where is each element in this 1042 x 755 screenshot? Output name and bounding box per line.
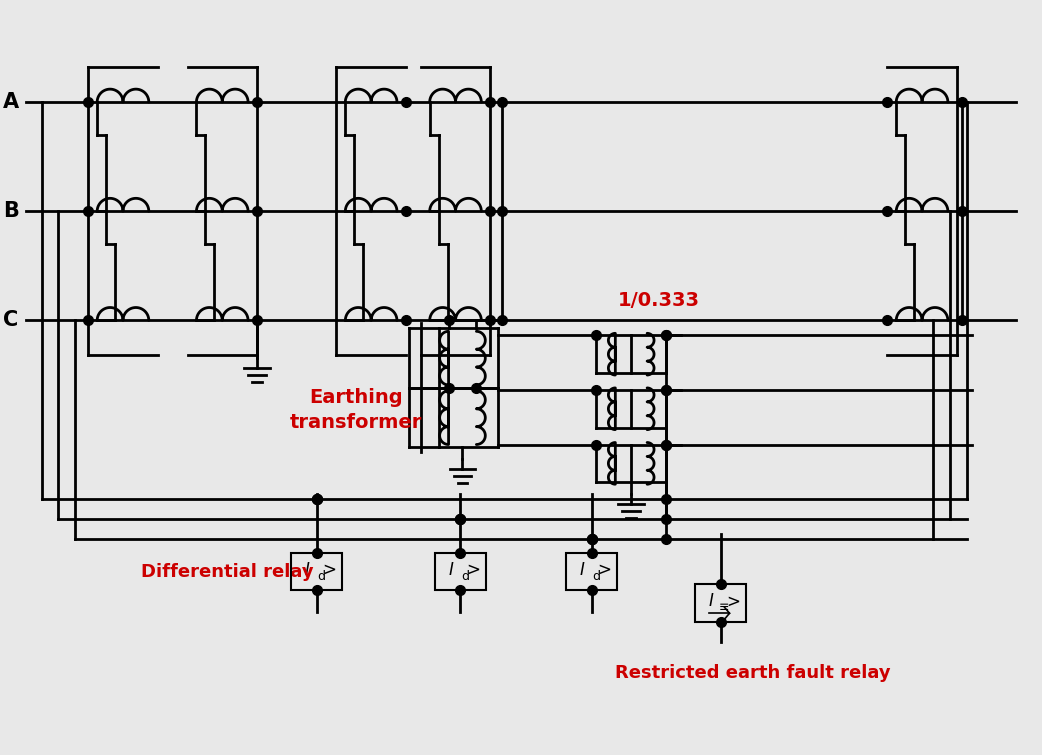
Text: >: > xyxy=(467,560,480,578)
Text: $\equiv$: $\equiv$ xyxy=(716,599,729,613)
Text: d: d xyxy=(318,570,325,583)
Bar xyxy=(435,553,487,590)
Text: >: > xyxy=(597,560,612,578)
Text: Restricted earth fault relay: Restricted earth fault relay xyxy=(616,664,891,682)
Bar xyxy=(291,553,343,590)
Text: $I$: $I$ xyxy=(448,560,454,578)
Text: A: A xyxy=(3,92,19,112)
Text: $I$: $I$ xyxy=(579,560,586,578)
Text: B: B xyxy=(3,202,19,221)
Text: Differential relay: Differential relay xyxy=(141,562,314,581)
Bar xyxy=(566,553,617,590)
Text: $I$: $I$ xyxy=(709,593,715,610)
Text: $I$: $I$ xyxy=(304,560,311,578)
Text: Earthing
transformer: Earthing transformer xyxy=(290,388,422,432)
Text: >: > xyxy=(726,593,741,610)
Text: d: d xyxy=(593,570,600,583)
Text: >: > xyxy=(322,560,337,578)
Text: C: C xyxy=(3,310,19,331)
Bar xyxy=(695,584,746,622)
Text: 1/0.333: 1/0.333 xyxy=(618,291,700,310)
Text: d: d xyxy=(462,570,470,583)
